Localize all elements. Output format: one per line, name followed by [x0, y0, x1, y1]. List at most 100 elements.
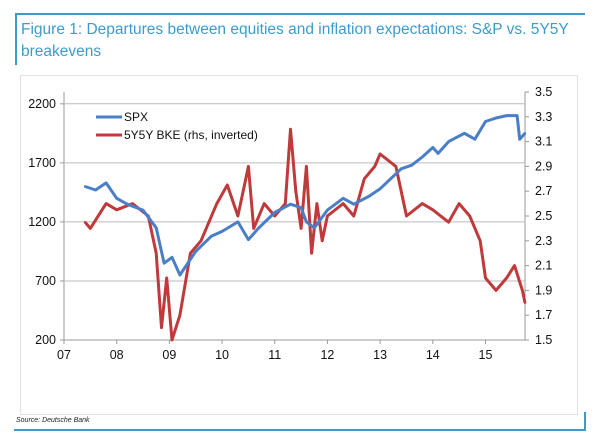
spx-point — [126, 202, 129, 206]
bke-point — [320, 239, 324, 242]
spx-point — [515, 114, 519, 117]
spx-point — [494, 116, 498, 120]
spx-point — [399, 167, 403, 170]
bke-point — [189, 252, 192, 255]
bke-point — [468, 214, 471, 218]
spx-point — [326, 208, 329, 212]
spx-point — [299, 206, 303, 209]
bke-point — [484, 276, 487, 280]
spx-point — [518, 138, 521, 141]
y-right-tick-label: 3.3 — [535, 110, 552, 124]
x-tick-label: 08 — [110, 348, 124, 362]
spx-point — [484, 120, 487, 123]
bke-point — [263, 202, 266, 205]
bke-point — [273, 214, 276, 218]
bke-point — [352, 214, 355, 218]
bke-point — [236, 214, 240, 218]
spx-point — [352, 202, 355, 206]
spx-point — [155, 226, 158, 230]
bke-point — [315, 202, 319, 205]
chart-frame — [20, 75, 578, 415]
bke-point — [247, 165, 250, 168]
bke-point — [523, 301, 527, 304]
source-note: Source: Deutsche Bank — [16, 417, 90, 424]
bke-point — [305, 165, 308, 168]
spx-point — [421, 155, 424, 159]
y-left-tick-label: 1700 — [28, 156, 56, 170]
figure-title: Figure 1: Departures between equities an… — [21, 21, 569, 60]
bke-point — [457, 202, 461, 205]
y-left-tick-label: 200 — [35, 333, 56, 347]
bke-point — [104, 202, 108, 205]
bke-point — [83, 221, 87, 224]
y-left-tick-label: 2200 — [28, 97, 56, 111]
spx-point — [162, 262, 166, 265]
y-left-tick-label: 1200 — [28, 215, 56, 229]
bke-point — [170, 338, 174, 342]
bke-point — [199, 239, 203, 242]
bke-point — [289, 128, 292, 131]
x-tick-label: 13 — [373, 348, 387, 362]
spx-point — [141, 208, 145, 212]
bke-point — [252, 227, 255, 230]
y-right-tick-label: 2.9 — [535, 159, 552, 173]
y-right-tick-label: 1.9 — [535, 283, 552, 297]
bke-point — [447, 221, 450, 224]
spx-line — [84, 114, 527, 277]
bke-point — [155, 252, 158, 255]
spx-point — [220, 230, 224, 233]
figure-title-box: Figure 1: Departures between equities an… — [15, 13, 585, 65]
spx-point — [431, 146, 434, 149]
bke-point — [226, 183, 229, 187]
bke-point — [160, 326, 163, 329]
x-tick-label: 11 — [268, 348, 281, 362]
source-box: Source: Deutsche Bank — [14, 412, 586, 431]
spx-point — [313, 226, 316, 230]
bke-point — [421, 202, 424, 205]
spx-point — [342, 197, 345, 200]
x-tick-label: 10 — [215, 348, 229, 362]
bke-line — [83, 127, 527, 342]
bke-point — [521, 289, 524, 292]
bke-point — [115, 208, 118, 211]
spx-point — [473, 138, 477, 141]
spx-point — [410, 164, 413, 167]
bke-point — [373, 165, 377, 168]
spx-point — [463, 132, 466, 135]
bke-point — [479, 239, 482, 242]
y-right-tick-label: 2.1 — [535, 259, 552, 273]
bke-point — [405, 214, 408, 218]
spx-point — [210, 234, 213, 238]
spx-point — [436, 152, 440, 155]
spx-point — [104, 181, 108, 185]
y-right-tick-label: 2.5 — [535, 209, 552, 223]
bke-point — [363, 177, 366, 180]
x-tick-label: 09 — [162, 348, 176, 362]
bke-point — [165, 276, 168, 280]
bke-point — [294, 190, 298, 193]
spx-point — [236, 220, 240, 224]
spx-point — [505, 114, 508, 117]
y-right-tick-label: 2.7 — [535, 184, 552, 198]
y-right-tick-label: 1.5 — [535, 333, 552, 347]
spx-point — [83, 185, 87, 188]
y-left-tick-label: 700 — [35, 274, 56, 288]
spx-point — [378, 187, 382, 191]
bke-point — [131, 202, 134, 205]
spx-point — [305, 220, 308, 224]
bke-point — [310, 252, 313, 255]
bke-point — [326, 214, 329, 218]
spx-point — [273, 211, 276, 214]
spx-point — [194, 250, 197, 253]
bke-point — [513, 264, 516, 267]
spx-point — [523, 132, 527, 135]
x-tick-label: 14 — [426, 348, 440, 362]
y-right-tick-label: 2.3 — [535, 234, 552, 248]
x-tick-label: 15 — [479, 348, 493, 362]
bke-point — [299, 227, 303, 230]
bke-point — [505, 276, 508, 280]
x-tick-label: 07 — [57, 348, 71, 362]
bke-point — [494, 289, 498, 292]
spx-point — [178, 273, 182, 277]
